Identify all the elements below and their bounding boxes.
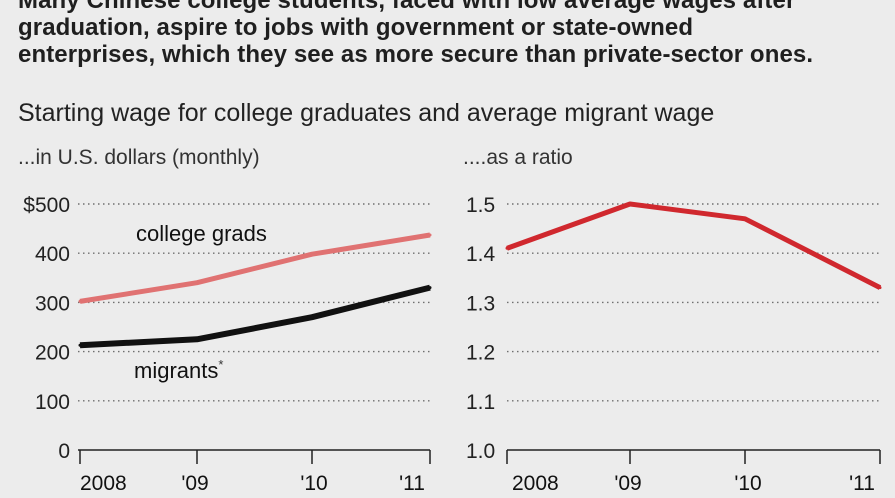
right-x-tick-label: '11 (849, 472, 875, 495)
left-x-tick-label: '10 (300, 472, 327, 495)
right-y-tick-label: 1.4 (466, 243, 496, 266)
intro-line-3: enterprises, which they see as more secu… (18, 41, 814, 68)
right-data-point (878, 286, 882, 290)
left-data-point (78, 299, 82, 303)
left-series-line-migrants (79, 284, 431, 349)
intro-line-2: graduation, aspire to jobs with governme… (18, 14, 694, 41)
left-series-line-college-grads (79, 232, 431, 304)
left-data-point (310, 315, 314, 319)
left-x-tick-label: 2008 (80, 472, 127, 495)
left-x-tick-label: '09 (181, 472, 208, 495)
left-data-point (195, 281, 199, 285)
left-y-tick-label: 100 (35, 391, 70, 414)
left-data-point (428, 233, 432, 237)
left-x-tick-label: '11 (399, 472, 425, 495)
right-data-point (505, 246, 509, 250)
left-y-tick-label: $500 (23, 194, 70, 217)
right-x-tick-label: '10 (734, 472, 761, 495)
left-chart-subtitle: ...in U.S. dollars (monthly) (18, 146, 260, 169)
intro-text: Many Chinese college students, faced wit… (18, 0, 883, 68)
right-y-tick-label: 1.2 (466, 342, 495, 365)
right-y-tick-label: 1.5 (466, 194, 495, 217)
left-data-point (78, 343, 82, 347)
left-data-point (310, 252, 314, 256)
left-y-tick-label: 200 (35, 342, 70, 365)
right-chart-subtitle: ....as a ratio (463, 146, 573, 169)
right-x-tick-label: 2008 (512, 472, 559, 495)
right-data-point (628, 202, 632, 206)
right-data-point (743, 217, 747, 221)
footnote-marker: * (218, 357, 223, 372)
right-x-tick-label: '09 (614, 472, 641, 495)
right-y-tick-label: 1.1 (466, 391, 495, 414)
right-y-tick-label: 1.0 (466, 440, 495, 463)
intro-line-1: Many Chinese college students, faced wit… (18, 0, 796, 14)
series-label-migrants: migrants* (134, 357, 223, 383)
left-y-tick-label: 0 (58, 440, 70, 463)
right-series-line-ratio (506, 201, 882, 290)
chart-title: Starting wage for college graduates and … (18, 99, 715, 127)
left-data-point (428, 286, 432, 290)
right-y-tick-label: 1.3 (466, 292, 495, 315)
series-label-college-grads: college grads (136, 221, 267, 246)
left-y-tick-label: 300 (35, 292, 70, 315)
left-y-tick-label: 400 (35, 243, 70, 266)
left-data-point (195, 337, 199, 341)
